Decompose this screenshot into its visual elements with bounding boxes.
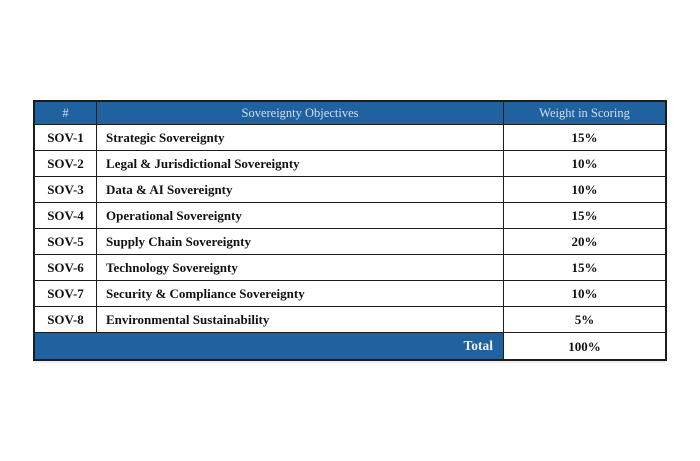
table-header-row: # Sovereignty Objectives Weight in Scori…: [35, 102, 665, 125]
row-weight: 15%: [571, 208, 598, 223]
table-row: SOV-2 Legal & Jurisdictional Sovereignty…: [35, 151, 665, 177]
row-objective: Data & AI Sovereignty: [97, 177, 504, 202]
total-label: Total: [35, 333, 504, 359]
header-number: #: [35, 102, 97, 124]
header-objective: Sovereignty Objectives: [97, 102, 504, 124]
row-weight: 15%: [571, 130, 598, 145]
row-weight: 10%: [571, 286, 598, 301]
table-row: SOV-6 Technology Sovereignty 15%: [35, 255, 665, 281]
row-id: SOV-4: [35, 203, 97, 228]
row-weight: 10%: [571, 156, 598, 171]
row-id: SOV-5: [35, 229, 97, 254]
row-objective: Environmental Sustainability: [97, 307, 504, 332]
header-weight: Weight in Scoring: [504, 102, 665, 124]
table-row: SOV-5 Supply Chain Sovereignty 20%: [35, 229, 665, 255]
table-row: SOV-7 Security & Compliance Sovereignty …: [35, 281, 665, 307]
row-weight: 10%: [571, 182, 598, 197]
row-objective: Technology Sovereignty: [97, 255, 504, 280]
table-row: SOV-3 Data & AI Sovereignty 10%: [35, 177, 665, 203]
table-row: SOV-4 Operational Sovereignty 15%: [35, 203, 665, 229]
row-objective: Legal & Jurisdictional Sovereignty: [97, 151, 504, 176]
row-weight: 20%: [571, 234, 598, 249]
row-weight: 5%: [574, 312, 595, 327]
row-objective: Operational Sovereignty: [97, 203, 504, 228]
row-id: SOV-6: [35, 255, 97, 280]
row-id: SOV-8: [35, 307, 97, 332]
row-objective: Supply Chain Sovereignty: [97, 229, 504, 254]
row-objective: Strategic Sovereignty: [97, 125, 504, 150]
table-total-row: Total 100%: [35, 333, 665, 359]
table-row: SOV-8 Environmental Sustainability 5%: [35, 307, 665, 333]
total-value: 100%: [568, 338, 601, 354]
table-row: SOV-1 Strategic Sovereignty 15%: [35, 125, 665, 151]
row-id: SOV-3: [35, 177, 97, 202]
sovereignty-weights-table: # Sovereignty Objectives Weight in Scori…: [33, 100, 667, 361]
row-objective: Security & Compliance Sovereignty: [97, 281, 504, 306]
row-id: SOV-2: [35, 151, 97, 176]
row-id: SOV-7: [35, 281, 97, 306]
row-weight: 15%: [571, 260, 598, 275]
row-id: SOV-1: [35, 125, 97, 150]
